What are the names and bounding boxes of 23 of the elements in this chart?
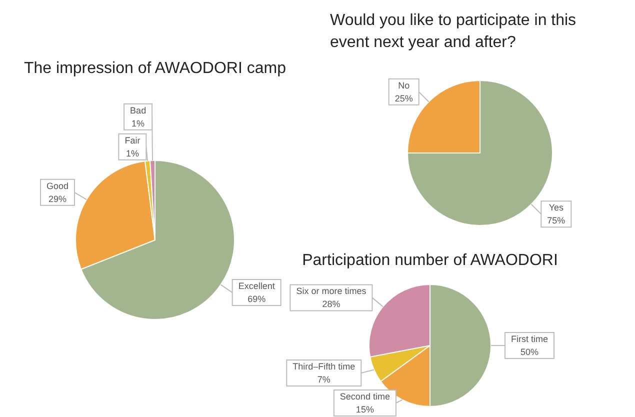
slice-label: Third–Fifth time: [292, 361, 356, 372]
chart-title: Would you like to participate in this event next year and after?: [330, 11, 578, 53]
slice-label: Excellent: [238, 281, 276, 292]
data-label: 28%: [322, 299, 340, 310]
data-label: 15%: [356, 404, 374, 414]
data-label: 69%: [248, 294, 266, 304]
data-label: 25%: [394, 93, 413, 104]
slice-label: Fair: [124, 135, 140, 146]
slice-label: Good: [46, 180, 69, 191]
data-label: 1%: [132, 118, 145, 128]
data-label: 29%: [48, 194, 67, 204]
slice-label: Yes: [548, 202, 564, 213]
data-label: 50%: [520, 346, 539, 357]
chart-title: The impression of AWAODORI camp: [23, 59, 287, 79]
data-label: 7%: [317, 374, 330, 384]
slice-label: Second time: [340, 391, 390, 402]
slice-label: No: [398, 80, 410, 90]
data-label: 1%: [126, 148, 139, 158]
chart-title: Participation number of AWAODORI: [301, 251, 559, 271]
slice-label: Six or more times: [296, 286, 367, 296]
data-label: 75%: [547, 216, 566, 226]
slice-label: Bad: [130, 105, 146, 116]
slice-label: First time: [511, 334, 548, 344]
